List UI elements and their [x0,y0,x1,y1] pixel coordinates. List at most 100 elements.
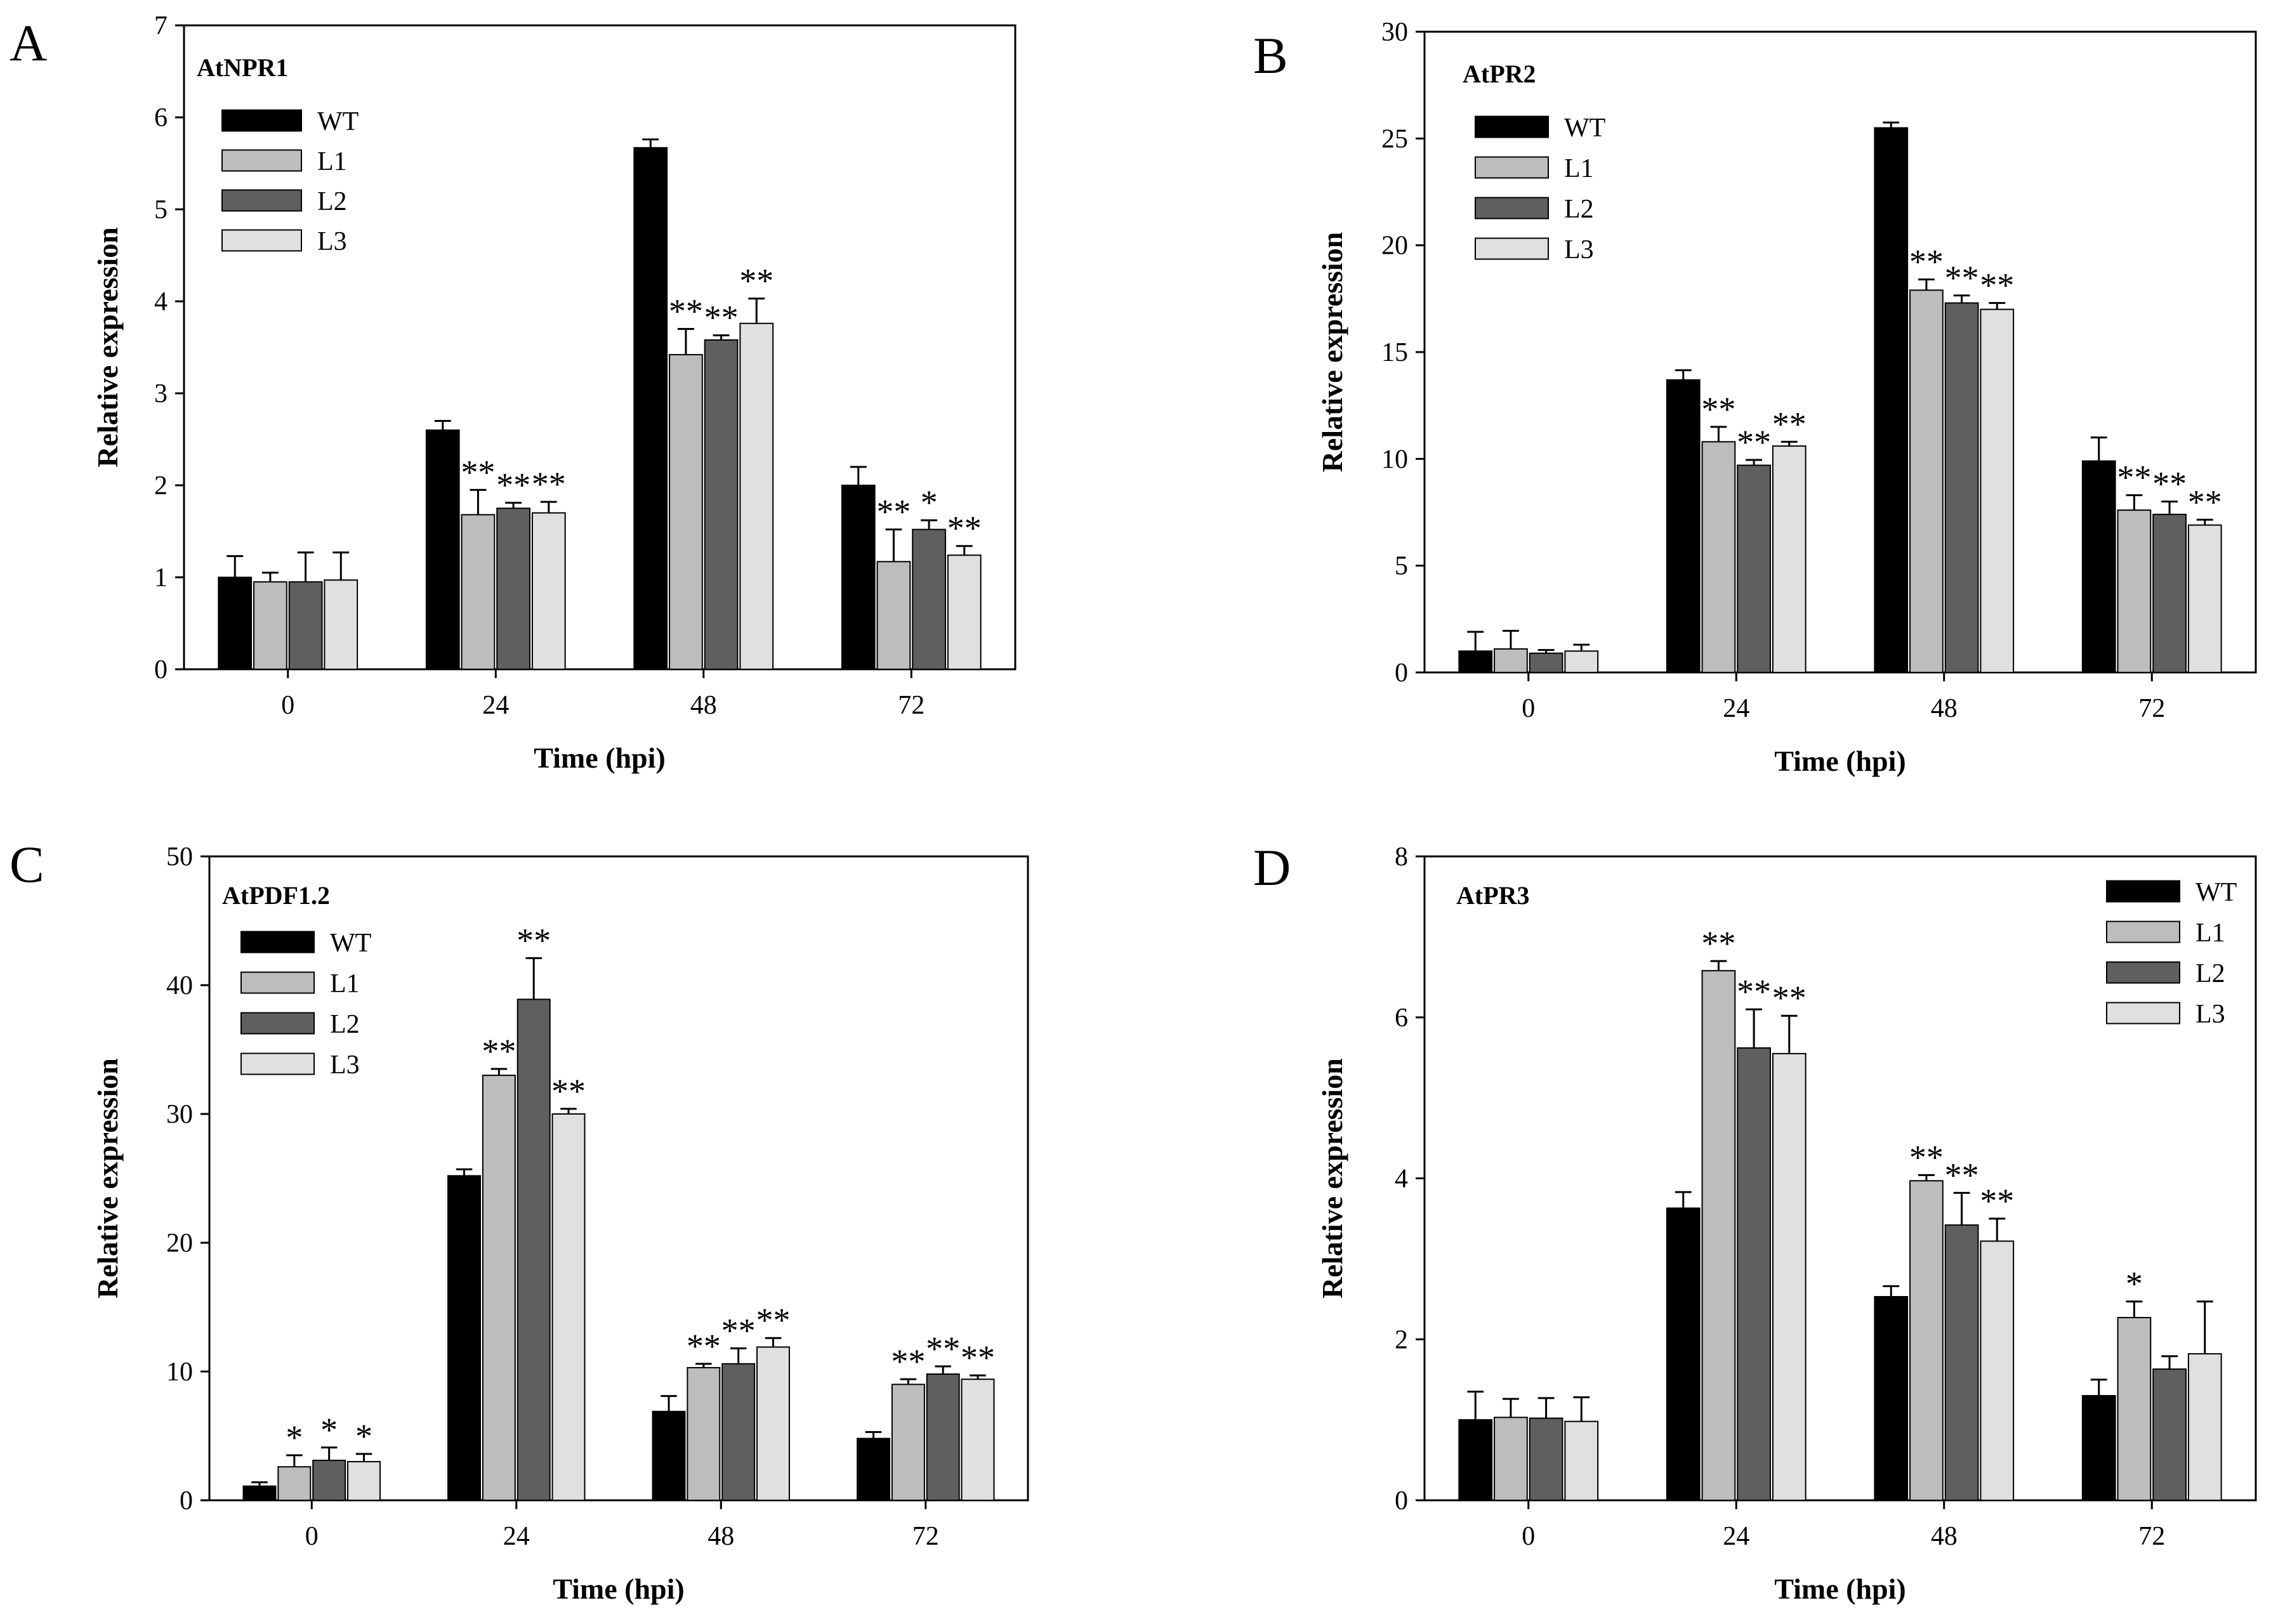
legend: WT L1 L2 L3 [1475,114,1605,265]
y-tick-label: 8 [1395,842,1408,872]
bar-l1 [891,1384,925,1502]
significance-mark: ** [2152,465,2187,503]
y-tick-label: 2 [154,471,168,501]
chart-title: AtPR3 [1456,881,1530,910]
significance-mark: ** [669,292,703,331]
y-tick-label: 4 [1395,1165,1408,1194]
y-tick-label: 25 [1381,124,1408,154]
legend-label-l3: L3 [330,1051,360,1080]
y-tick-label: 2 [1395,1325,1408,1354]
bar-l2 [704,339,739,670]
legend-label-l2: L2 [2195,959,2225,988]
significance-mark: ** [756,1301,790,1339]
bar-wt [652,1410,686,1501]
x-tick-label: 24 [503,1522,530,1551]
chart-title: AtPDF1.2 [222,881,330,910]
x-tick-label: 72 [912,1522,939,1551]
significance-mark: ** [532,465,566,503]
significance-mark: ** [1945,259,1979,297]
y-tick-label: 40 [166,971,193,1000]
x-tick-label: 48 [690,691,717,720]
legend-swatch-l1 [2106,920,2180,943]
bar-l2 [2152,1368,2187,1502]
legend-swatch-wt [221,109,302,132]
y-tick-label: 0 [180,1486,193,1516]
bar-l1 [669,354,703,670]
legend-swatch-wt [1475,115,1549,138]
x-tick-label: 0 [1522,1522,1535,1551]
bar-l1 [482,1075,516,1501]
y-axis-title: Relative expression [91,1058,124,1299]
y-tick-label: 3 [154,379,168,409]
bar-wt [1458,650,1493,674]
legend: WT L1 L2 L3 [2106,878,2237,1029]
bar-l1 [1701,970,1736,1501]
bar-l1 [2117,509,2152,674]
legend-swatch-l3 [221,229,302,252]
significance-mark: ** [461,453,495,491]
legend-label-l1: L1 [317,147,347,176]
bar-l3 [947,554,982,671]
bar-l2 [1529,1417,1563,1501]
legend-swatch-l1 [1475,156,1549,179]
chart-title: AtNPR1 [197,53,288,82]
bar-wt [1666,379,1701,673]
x-tick-label: 72 [2138,1522,2165,1551]
significance-mark: ** [721,1311,756,1349]
legend-label-l2: L2 [330,1010,360,1039]
bar-l1 [2117,1316,2152,1501]
bar-l2 [2152,513,2187,673]
bar-l3 [961,1378,995,1501]
x-axis-title: Time (hpi) [553,1573,684,1605]
bar-l3 [1772,1052,1807,1501]
y-tick-label: 10 [166,1358,193,1387]
significance-mark: ** [1909,1138,1944,1176]
legend-label-l1: L1 [2195,919,2225,948]
x-tick-label: 24 [1723,694,1749,723]
bar-l3 [756,1346,790,1501]
y-tick-label: 20 [166,1229,193,1258]
bar-wt [1874,127,1909,673]
y-tick-label: 6 [154,103,168,133]
bar-l2 [721,1363,756,1502]
bar-l2 [926,1373,960,1502]
legend-swatch-l2 [240,1012,315,1035]
chart-title: AtPR2 [1463,60,1536,88]
plot-frame [208,855,1029,1502]
bar-wt [425,429,460,670]
bar-l3 [739,322,774,670]
bar-l2 [1737,464,1771,674]
significance-mark: ** [704,299,739,337]
legend-label-l2: L2 [317,187,347,216]
significance-mark: ** [926,1330,960,1368]
bar-l2 [496,508,530,670]
x-axis-title: Time (hpi) [534,742,665,774]
significance-mark: * [320,1411,338,1449]
significance-mark: ** [1909,243,1944,281]
x-tick-label: 48 [1931,694,1958,723]
legend-label-l1: L1 [330,969,360,999]
significance-mark: ** [1737,423,1771,461]
bar-l3 [2187,1353,2222,1501]
significance-mark: * [2126,1265,2143,1303]
y-tick-label: 10 [1381,445,1408,474]
bar-l2 [1529,652,1563,673]
y-tick-label: 15 [1381,338,1408,367]
x-tick-label: 24 [482,691,509,720]
bar-l2 [517,999,551,1501]
panel-letter: A [10,14,47,72]
legend-swatch-l3 [240,1052,315,1075]
legend-swatch-wt [2106,880,2180,903]
legend-swatch-l1 [240,971,315,994]
y-tick-label: 4 [154,287,168,317]
significance-mark: ** [947,509,982,547]
x-tick-label: 48 [708,1522,734,1551]
y-axis-title: Relative expression [1316,1058,1348,1299]
bar-l1 [1494,1417,1528,1502]
significance-mark: * [355,1417,372,1455]
bar-wt [633,147,668,671]
x-tick-label: 0 [305,1522,319,1551]
legend-label-wt: WT [1564,114,1605,143]
